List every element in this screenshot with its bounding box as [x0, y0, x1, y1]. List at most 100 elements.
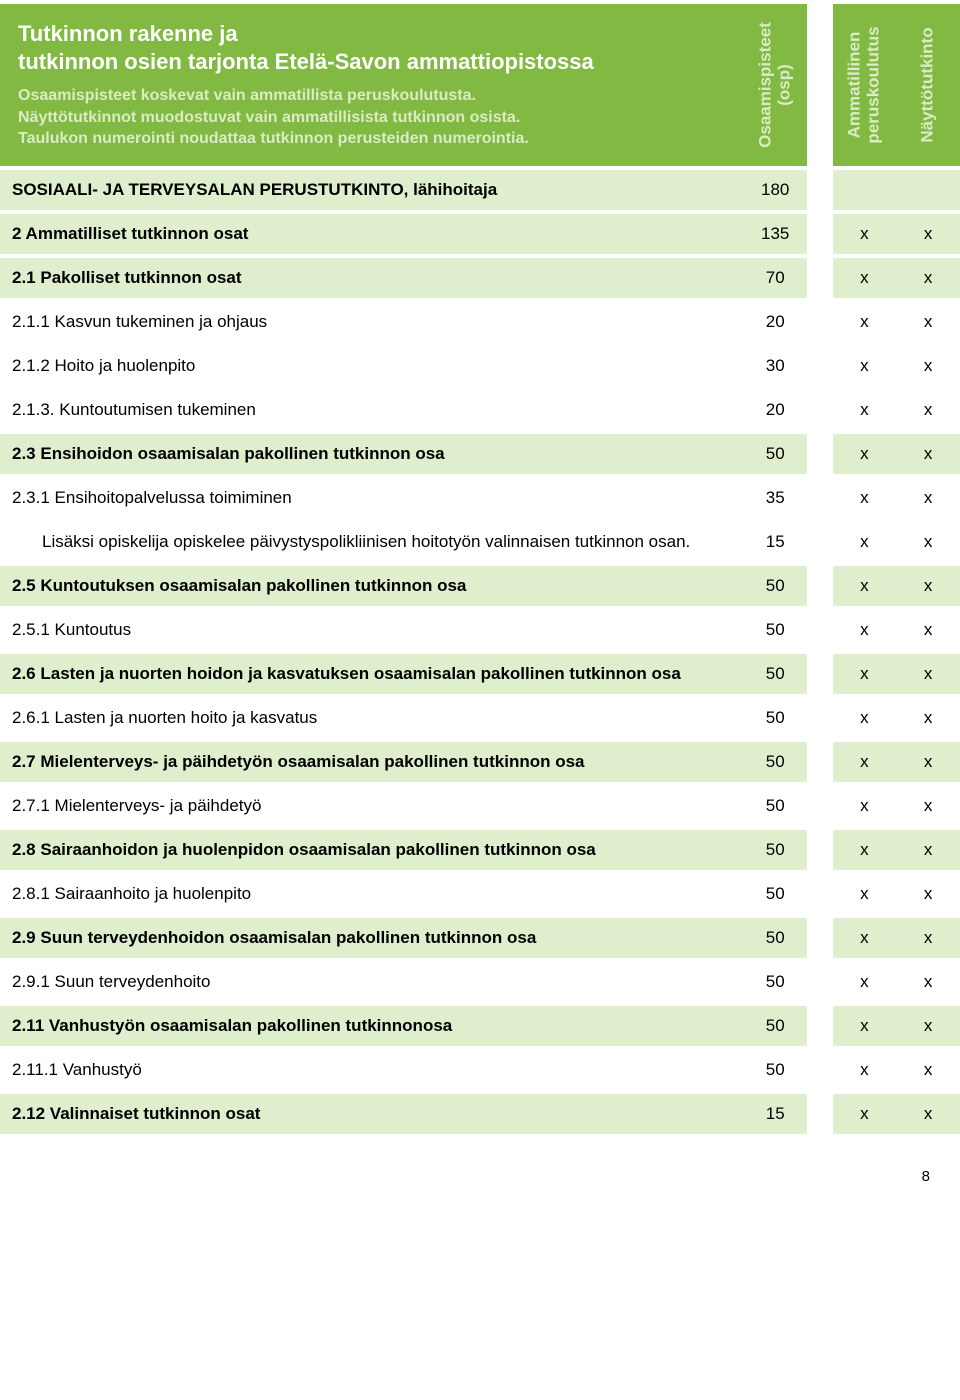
table-section-row: 2.5 Kuntoutuksen osaamisalan pakollinen …	[0, 566, 960, 606]
column-header-nayttotutkinto-text: Näyttötutkinto	[919, 27, 938, 142]
table-row: 2.5.1 Kuntoutus50xx	[0, 610, 960, 650]
column-header-osp: Osaamispisteet(osp)	[743, 4, 807, 166]
row-label: 2.5 Kuntoutuksen osaamisalan pakollinen …	[0, 566, 743, 606]
row-spacer	[807, 478, 832, 518]
row-nayttotutkinto: x	[896, 742, 960, 782]
row-spacer	[807, 170, 832, 210]
row-nayttotutkinto: x	[896, 302, 960, 342]
row-ammatillinen: x	[833, 258, 897, 298]
row-ammatillinen: x	[833, 830, 897, 870]
table-row: Lisäksi opiskelija opiskelee päivystyspo…	[0, 522, 960, 562]
row-osp: 20	[743, 302, 807, 342]
header-sub-line1: Osaamispisteet koskevat vain ammatillist…	[18, 87, 476, 104]
table-section-row: 2.6 Lasten ja nuorten hoidon ja kasvatuk…	[0, 654, 960, 694]
row-spacer	[807, 610, 832, 650]
row-ammatillinen: x	[833, 698, 897, 738]
row-ammatillinen: x	[833, 1006, 897, 1046]
row-label: 2.3 Ensihoidon osaamisalan pakollinen tu…	[0, 434, 743, 474]
row-spacer	[807, 918, 832, 958]
row-label: 2.1.3. Kuntoutumisen tukeminen	[0, 390, 743, 430]
row-label: 2.11 Vanhustyön osaamisalan pakollinen t…	[0, 1006, 743, 1046]
row-ammatillinen: x	[833, 214, 897, 254]
row-osp: 50	[743, 874, 807, 914]
table-row: 2.11.1 Vanhustyö50xx	[0, 1050, 960, 1090]
row-osp: 15	[743, 1094, 807, 1134]
row-nayttotutkinto: x	[896, 566, 960, 606]
header-spacer	[807, 4, 832, 166]
row-spacer	[807, 742, 832, 782]
table-section-row: 2.11 Vanhustyön osaamisalan pakollinen t…	[0, 1006, 960, 1046]
row-spacer	[807, 390, 832, 430]
row-ammatillinen: x	[833, 346, 897, 386]
row-nayttotutkinto: x	[896, 1094, 960, 1134]
row-ammatillinen: x	[833, 962, 897, 1002]
table-section-row: 2.9 Suun terveydenhoidon osaamisalan pak…	[0, 918, 960, 958]
row-label: SOSIAALI- JA TERVEYSALAN PERUSTUTKINTO, …	[0, 170, 743, 210]
row-label: 2.9 Suun terveydenhoidon osaamisalan pak…	[0, 918, 743, 958]
row-spacer	[807, 346, 832, 386]
row-label: 2.1.1 Kasvun tukeminen ja ohjaus	[0, 302, 743, 342]
row-spacer	[807, 874, 832, 914]
table-row: 2.3.1 Ensihoitopalvelussa toimiminen35xx	[0, 478, 960, 518]
row-nayttotutkinto: x	[896, 478, 960, 518]
row-spacer	[807, 258, 832, 298]
row-label: 2.11.1 Vanhustyö	[0, 1050, 743, 1090]
row-nayttotutkinto: x	[896, 698, 960, 738]
row-ammatillinen: x	[833, 478, 897, 518]
row-label: 2.1.2 Hoito ja huolenpito	[0, 346, 743, 386]
row-nayttotutkinto: x	[896, 434, 960, 474]
row-label: Lisäksi opiskelija opiskelee päivystyspo…	[0, 522, 743, 562]
row-nayttotutkinto: x	[896, 346, 960, 386]
row-ammatillinen: x	[833, 874, 897, 914]
row-osp: 35	[743, 478, 807, 518]
row-spacer	[807, 654, 832, 694]
row-nayttotutkinto: x	[896, 962, 960, 1002]
row-spacer	[807, 786, 832, 826]
row-osp: 50	[743, 786, 807, 826]
row-ammatillinen: x	[833, 302, 897, 342]
row-osp: 50	[743, 566, 807, 606]
row-nayttotutkinto: x	[896, 1050, 960, 1090]
row-ammatillinen: x	[833, 610, 897, 650]
row-nayttotutkinto: x	[896, 654, 960, 694]
row-osp: 50	[743, 1006, 807, 1046]
row-label: 2.6.1 Lasten ja nuorten hoito ja kasvatu…	[0, 698, 743, 738]
table-section-row: 2.7 Mielenterveys- ja päihdetyön osaamis…	[0, 742, 960, 782]
row-spacer	[807, 1094, 832, 1134]
column-header-ammatillinen-text: Ammatillinenperuskoulutus	[846, 26, 883, 143]
row-label: 2.1 Pakolliset tutkinnon osat	[0, 258, 743, 298]
row-spacer	[807, 962, 832, 1002]
header-sub-line3: Taulukon numerointi noudattaa tutkinnon …	[18, 130, 529, 147]
row-osp: 50	[743, 742, 807, 782]
row-spacer	[807, 522, 832, 562]
row-spacer	[807, 566, 832, 606]
table-section-row: 2.1 Pakolliset tutkinnon osat70xx	[0, 258, 960, 298]
row-nayttotutkinto: x	[896, 874, 960, 914]
row-ammatillinen: x	[833, 654, 897, 694]
row-nayttotutkinto: x	[896, 258, 960, 298]
row-ammatillinen: x	[833, 522, 897, 562]
row-nayttotutkinto: x	[896, 390, 960, 430]
row-spacer	[807, 302, 832, 342]
table-row: 2.1.2 Hoito ja huolenpito30 xx	[0, 346, 960, 386]
column-header-ammatillinen: Ammatillinenperuskoulutus	[833, 4, 897, 166]
table-section-row: 2 Ammatilliset tutkinnon osat135xx	[0, 214, 960, 254]
row-ammatillinen: x	[833, 434, 897, 474]
table-section-row: SOSIAALI- JA TERVEYSALAN PERUSTUTKINTO, …	[0, 170, 960, 210]
row-nayttotutkinto	[896, 170, 960, 210]
row-label: 2.8 Sairaanhoidon ja huolenpidon osaamis…	[0, 830, 743, 870]
row-label: 2.8.1 Sairaanhoito ja huolenpito	[0, 874, 743, 914]
row-osp: 50	[743, 610, 807, 650]
row-nayttotutkinto: x	[896, 918, 960, 958]
row-ammatillinen: x	[833, 918, 897, 958]
header-title-line2: tutkinnon osien tarjonta Etelä-Savon amm…	[18, 49, 594, 74]
row-ammatillinen: x	[833, 1050, 897, 1090]
column-header-osp-text: Osaamispisteet(osp)	[757, 22, 794, 148]
row-label: 2.9.1 Suun terveydenhoito	[0, 962, 743, 1002]
table-section-row: 2.12 Valinnaiset tutkinnon osat15xx	[0, 1094, 960, 1134]
row-osp: 30	[743, 346, 807, 386]
row-spacer	[807, 434, 832, 474]
row-nayttotutkinto: x	[896, 1006, 960, 1046]
row-spacer	[807, 214, 832, 254]
row-osp: 15	[743, 522, 807, 562]
